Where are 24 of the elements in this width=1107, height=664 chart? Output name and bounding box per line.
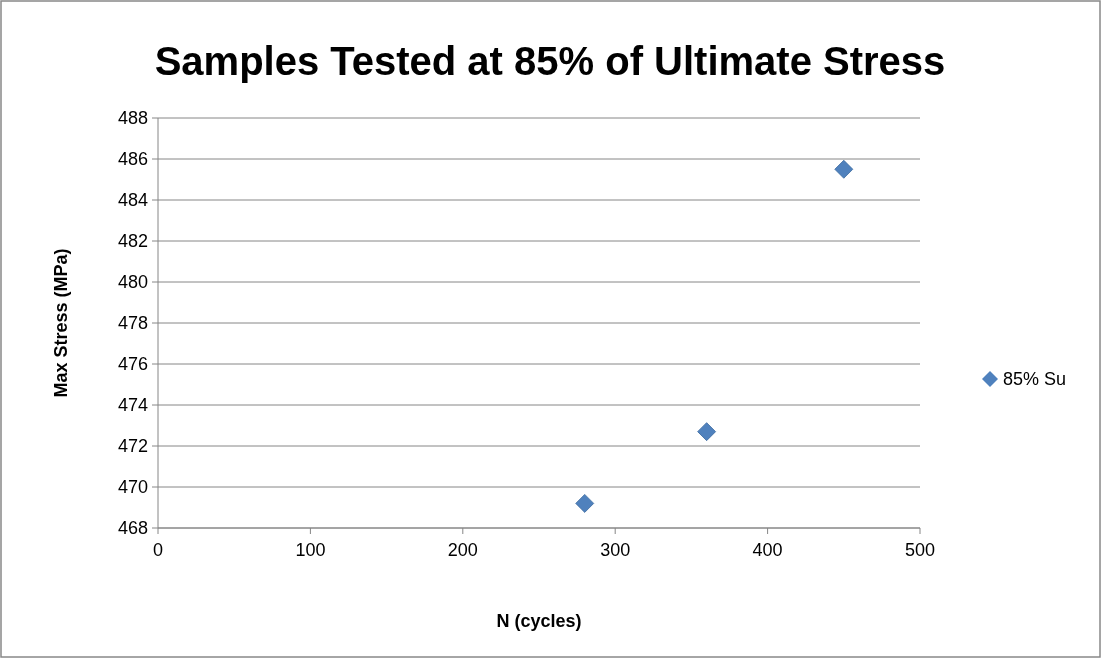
- x-tick-label: 400: [752, 540, 783, 560]
- y-tick-label: 472: [117, 436, 148, 457]
- x-tick-label: 300: [600, 540, 631, 560]
- y-tick-label: 470: [117, 477, 148, 498]
- y-tick-label: 482: [117, 231, 148, 252]
- x-tick-label: 200: [447, 540, 478, 560]
- x-tick-label: 0: [152, 540, 164, 560]
- point: [834, 159, 854, 179]
- y-tick-label: 476: [117, 354, 148, 375]
- y-tick-label: 478: [117, 313, 148, 334]
- y-tick-label: 488: [117, 108, 148, 129]
- point: [575, 494, 595, 513]
- chart-title: Samples Tested at 85% of Ultimate Stress: [154, 39, 946, 83]
- x-tick-label: 500: [904, 540, 936, 560]
- y-tick-label: 480: [117, 272, 148, 293]
- y-tick-label: 484: [117, 190, 148, 211]
- x-axis-title: N (cycles): [496, 611, 582, 631]
- point: [697, 422, 717, 442]
- y-tick-label: 468: [117, 518, 148, 539]
- legend-label: 85% Su: [1003, 369, 1067, 390]
- x-tick-label: 100: [295, 540, 326, 560]
- y-tick-label: 474: [117, 395, 148, 416]
- y-axis-title: Max Stress (MPa): [51, 248, 71, 398]
- y-tick-label: 486: [117, 149, 148, 170]
